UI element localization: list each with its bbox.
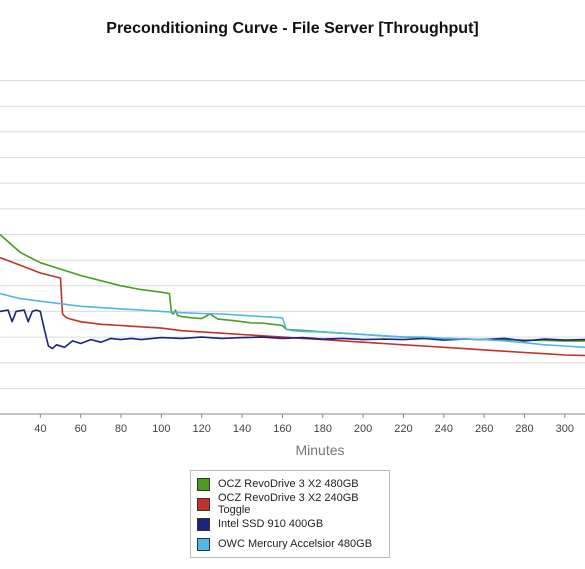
legend-label-2: Intel SSD 910 400GB <box>218 518 324 530</box>
x-tick-label-300: 300 <box>556 423 574 435</box>
x-tick-label-160: 160 <box>273 423 291 435</box>
gridlines <box>0 80 585 389</box>
x-tick-label-60: 60 <box>75 423 87 435</box>
x-axis-label: Minutes <box>295 442 344 458</box>
legend-swatch-1 <box>197 497 210 511</box>
x-tick-labels: 40 60 80 100 120 140 160 180 200 220 240 260 280 300 <box>34 414 574 435</box>
x-tick-label-220: 220 <box>394 423 412 435</box>
legend-label-1: OCZ RevoDrive 3 X2 240GB Toggle <box>218 492 359 516</box>
legend: OCZ RevoDrive 3 X2 480GB OCZ RevoDrive 3 … <box>190 470 390 558</box>
chart-title: Preconditioning Curve - File Server [Thr… <box>106 20 479 37</box>
x-tick-label-180: 180 <box>314 423 332 435</box>
x-tick-label-100: 100 <box>152 423 170 435</box>
x-tick-label-260: 260 <box>475 423 493 435</box>
x-tick-label-280: 280 <box>515 423 533 435</box>
legend-label-0: OCZ RevoDrive 3 X2 480GB <box>218 478 359 490</box>
series-line-2 <box>0 309 585 350</box>
legend-swatch-3 <box>197 537 210 551</box>
x-tick-label-200: 200 <box>354 423 372 435</box>
legend-item-3: OWC Mercury Accelsior 480GB <box>197 534 383 554</box>
legend-item-2: Intel SSD 910 400GB <box>197 514 383 534</box>
x-tick-label-140: 140 <box>233 423 251 435</box>
legend-item-0: OCZ RevoDrive 3 X2 480GB <box>197 474 383 494</box>
legend-swatch-0 <box>197 477 210 491</box>
series-line-0 <box>0 233 585 342</box>
series-line-1 <box>0 256 585 357</box>
x-tick-label-40: 40 <box>34 423 46 435</box>
legend-label-3: OWC Mercury Accelsior 480GB <box>218 538 373 550</box>
x-tick-label-80: 80 <box>115 423 127 435</box>
legend-swatch-2 <box>197 517 210 531</box>
x-tick-label-240: 240 <box>435 423 453 435</box>
x-tick-label-120: 120 <box>193 423 211 435</box>
legend-item-1: OCZ RevoDrive 3 X2 240GB Toggle <box>197 492 383 516</box>
series-line-3 <box>0 292 585 349</box>
series-lines <box>0 233 585 357</box>
